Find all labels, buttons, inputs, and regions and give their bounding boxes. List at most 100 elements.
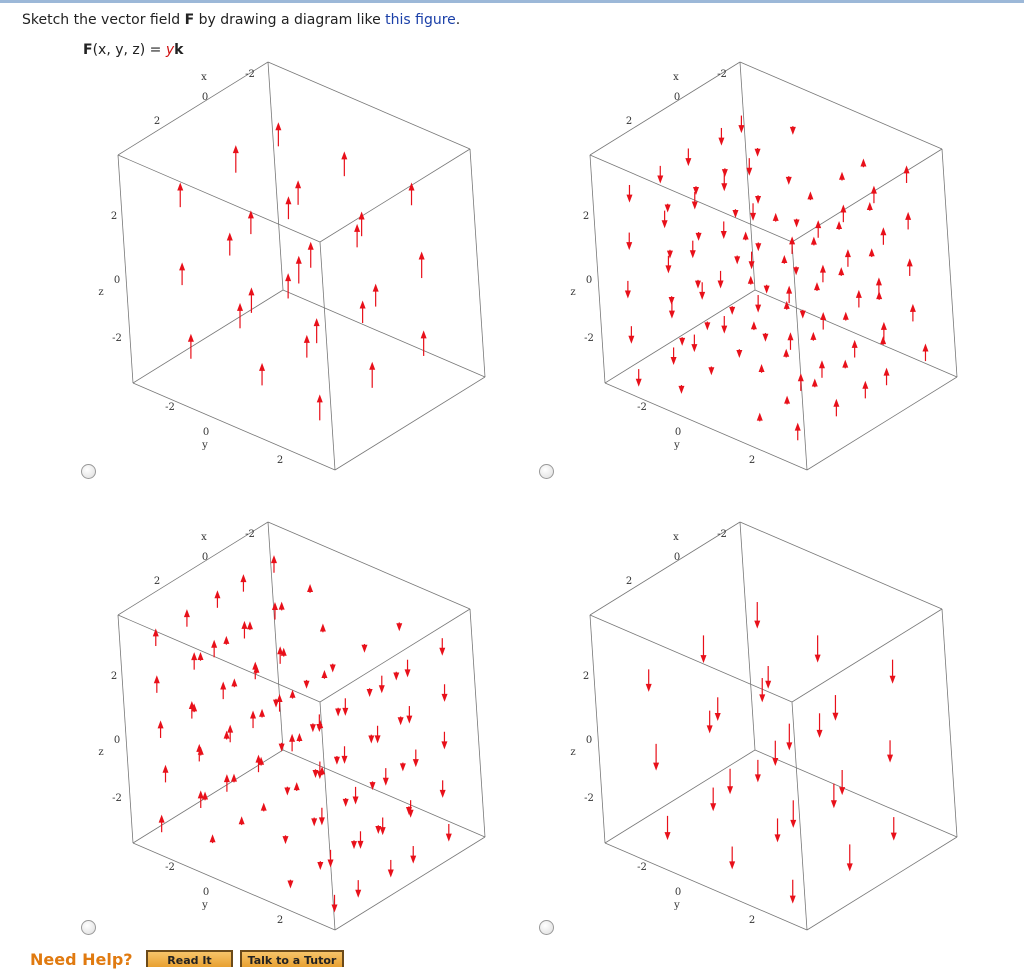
radio-button[interactable]: [539, 464, 554, 479]
arrow: [445, 823, 452, 842]
axis-label: -2: [112, 793, 122, 804]
arrow: [232, 145, 239, 173]
arrow-head: [736, 349, 743, 358]
arrow-head: [223, 774, 230, 783]
cube-edge: [132, 289, 284, 384]
arrow: [789, 236, 796, 254]
axis-label: -2: [584, 333, 594, 344]
arrow: [781, 254, 788, 264]
axis-label: 0: [675, 427, 681, 438]
tutor-button[interactable]: Talk to a Tutor: [240, 950, 344, 967]
axis-label: x: [673, 532, 679, 543]
arrow-head: [789, 126, 796, 135]
arrow-head: [226, 232, 233, 241]
arrow: [717, 270, 724, 289]
arrow: [397, 716, 404, 726]
cube-edge: [117, 614, 321, 703]
arrow: [708, 366, 715, 376]
arrow: [762, 332, 769, 342]
arrow-head: [880, 227, 887, 236]
arrow-head: [816, 729, 823, 738]
read-it-button[interactable]: Read It: [146, 950, 233, 967]
arrow-head: [312, 770, 319, 779]
arrow: [352, 786, 359, 805]
radio-button[interactable]: [81, 920, 96, 935]
arrow-head: [316, 394, 323, 403]
arrow-head: [670, 357, 677, 366]
arrow: [842, 311, 849, 321]
arrow-head: [157, 720, 164, 729]
arrow: [366, 688, 373, 698]
arrow: [153, 675, 160, 693]
arrow: [755, 295, 762, 313]
arrow: [285, 273, 292, 299]
arrow: [811, 378, 818, 388]
axis-label: y: [201, 440, 208, 451]
arrow: [833, 398, 840, 417]
arrow: [815, 220, 822, 238]
cube-edge: [754, 289, 958, 378]
cube-edge: [267, 521, 284, 751]
arrow: [772, 740, 779, 767]
axis-label: z: [570, 747, 575, 758]
arrow-head: [335, 708, 342, 717]
arrow: [699, 282, 706, 300]
arrow-head: [839, 787, 846, 796]
arrow-head: [196, 743, 203, 752]
arrow-head: [820, 311, 827, 320]
arrow-head: [783, 348, 790, 357]
arrow: [223, 774, 230, 792]
arrow: [406, 706, 413, 724]
arrow: [880, 336, 887, 345]
arrow: [227, 724, 234, 743]
arrow: [282, 835, 289, 845]
arrow-head: [851, 339, 858, 348]
arrow: [754, 759, 761, 783]
arrow-head: [704, 322, 711, 331]
axis-label: 2: [277, 915, 283, 926]
arrow-head: [890, 832, 897, 841]
arrow: [247, 210, 254, 235]
radio-button[interactable]: [81, 464, 96, 479]
axis-label: 2: [154, 576, 160, 587]
cube-edge: [589, 154, 793, 243]
arrow-head: [220, 681, 227, 690]
arrow-head: [287, 880, 294, 889]
arrow: [158, 814, 165, 833]
arrow: [665, 255, 672, 274]
arrow-head: [232, 145, 239, 154]
arrow: [255, 754, 262, 773]
arrow: [220, 681, 227, 700]
axis-label: -2: [245, 529, 255, 540]
arrow-head: [836, 221, 843, 230]
arrow: [311, 817, 318, 827]
arrow-head: [708, 367, 715, 376]
cube-edge: [117, 61, 269, 156]
cube-edge: [739, 61, 756, 291]
arrow: [661, 210, 668, 229]
arrow: [289, 689, 296, 699]
arrow: [374, 725, 381, 744]
axis-label: z: [98, 287, 103, 298]
arrow: [341, 746, 348, 764]
arrow-head: [883, 367, 890, 376]
arrow-head: [260, 802, 267, 811]
cube-edge: [739, 61, 943, 150]
cube-edge: [739, 521, 756, 751]
cube-edge: [589, 154, 606, 384]
arrow-head: [750, 321, 757, 330]
radio-button[interactable]: [539, 920, 554, 935]
axis-label: 0: [203, 427, 209, 438]
arrow-head: [358, 211, 365, 220]
arrow-head: [786, 742, 793, 751]
arrow-head: [717, 280, 724, 289]
arrow-head: [628, 335, 635, 344]
arrow: [271, 601, 278, 620]
arrow-head: [369, 361, 376, 370]
arrow-head: [842, 359, 849, 368]
arrow: [759, 678, 766, 703]
arrow-head: [357, 840, 364, 849]
arrow: [270, 555, 277, 573]
figure-link[interactable]: this figure: [385, 12, 456, 28]
arrow-head: [787, 332, 794, 341]
